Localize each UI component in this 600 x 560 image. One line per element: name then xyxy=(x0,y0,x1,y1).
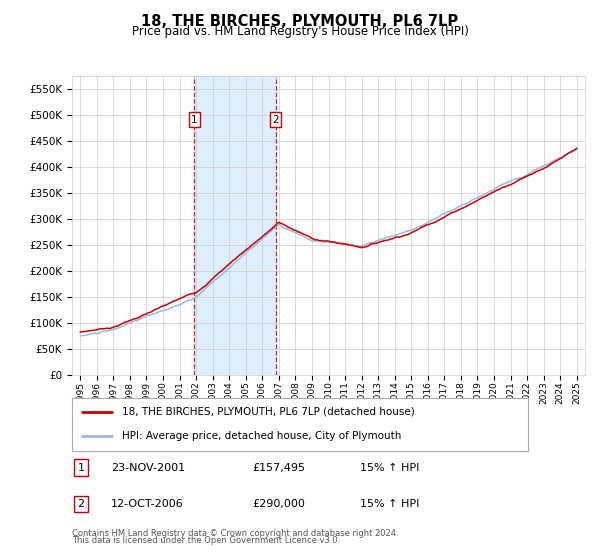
Text: 18, THE BIRCHES, PLYMOUTH, PL6 7LP (detached house): 18, THE BIRCHES, PLYMOUTH, PL6 7LP (deta… xyxy=(122,407,415,417)
Text: 2: 2 xyxy=(272,115,279,125)
Text: 18, THE BIRCHES, PLYMOUTH, PL6 7LP: 18, THE BIRCHES, PLYMOUTH, PL6 7LP xyxy=(142,14,458,29)
Text: This data is licensed under the Open Government Licence v3.0.: This data is licensed under the Open Gov… xyxy=(72,536,340,545)
Text: HPI: Average price, detached house, City of Plymouth: HPI: Average price, detached house, City… xyxy=(122,431,401,441)
Text: 12-OCT-2006: 12-OCT-2006 xyxy=(111,499,184,509)
Text: 2: 2 xyxy=(77,499,85,509)
Text: 1: 1 xyxy=(77,463,85,473)
Text: Price paid vs. HM Land Registry's House Price Index (HPI): Price paid vs. HM Land Registry's House … xyxy=(131,25,469,38)
FancyBboxPatch shape xyxy=(72,398,528,451)
Text: £290,000: £290,000 xyxy=(252,499,305,509)
Text: 15% ↑ HPI: 15% ↑ HPI xyxy=(360,499,419,509)
Text: Contains HM Land Registry data © Crown copyright and database right 2024.: Contains HM Land Registry data © Crown c… xyxy=(72,529,398,538)
Bar xyxy=(194,76,275,375)
Text: 1: 1 xyxy=(191,115,198,125)
Text: £157,495: £157,495 xyxy=(252,463,305,473)
Text: 23-NOV-2001: 23-NOV-2001 xyxy=(111,463,185,473)
Text: 15% ↑ HPI: 15% ↑ HPI xyxy=(360,463,419,473)
